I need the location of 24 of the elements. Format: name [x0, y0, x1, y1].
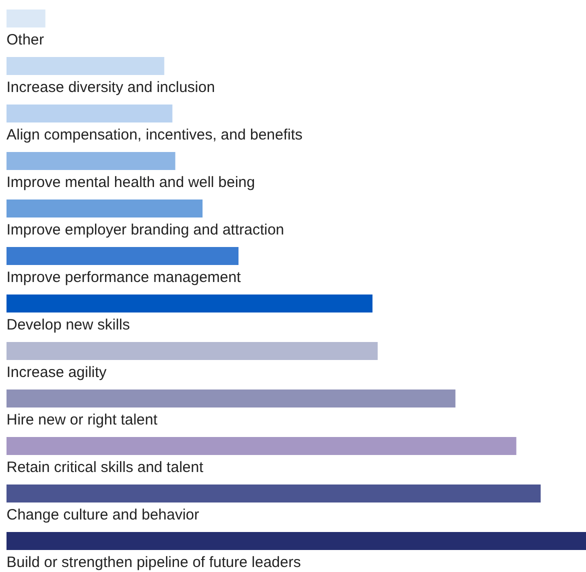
- y-tick-label: Improve employer branding and attraction: [6, 222, 284, 238]
- bar: [6, 484, 541, 502]
- y-tick-label: Increase diversity and inclusion: [6, 79, 215, 96]
- bar: [6, 200, 203, 218]
- y-tick-label: Improve performance management: [6, 269, 242, 286]
- bar: [6, 437, 516, 455]
- y-tick-label: Other: [6, 32, 44, 48]
- bar: [6, 342, 378, 360]
- y-tick-label: Build or strengthen pipeline of future leaders: [6, 554, 301, 571]
- bar: [6, 152, 176, 170]
- y-tick-label: Retain critical skills and talent: [6, 459, 204, 476]
- y-tick-label: Improve mental health and well being: [6, 174, 255, 191]
- bar: [6, 294, 372, 312]
- y-tick-label: Change culture and behavior: [6, 506, 200, 524]
- bar: [6, 247, 238, 265]
- bar: [6, 10, 46, 28]
- y-tick-label: Align compensation, incentives, and benefits: [6, 126, 303, 144]
- y-tick-label: Develop new skills: [6, 316, 130, 334]
- bar: [6, 390, 456, 408]
- bar: [6, 104, 172, 122]
- y-tick-label: Hire new or right talent: [6, 412, 158, 428]
- y-tick-label: Increase agility: [6, 364, 108, 381]
- bar: [6, 57, 164, 75]
- bar: [6, 532, 586, 550]
